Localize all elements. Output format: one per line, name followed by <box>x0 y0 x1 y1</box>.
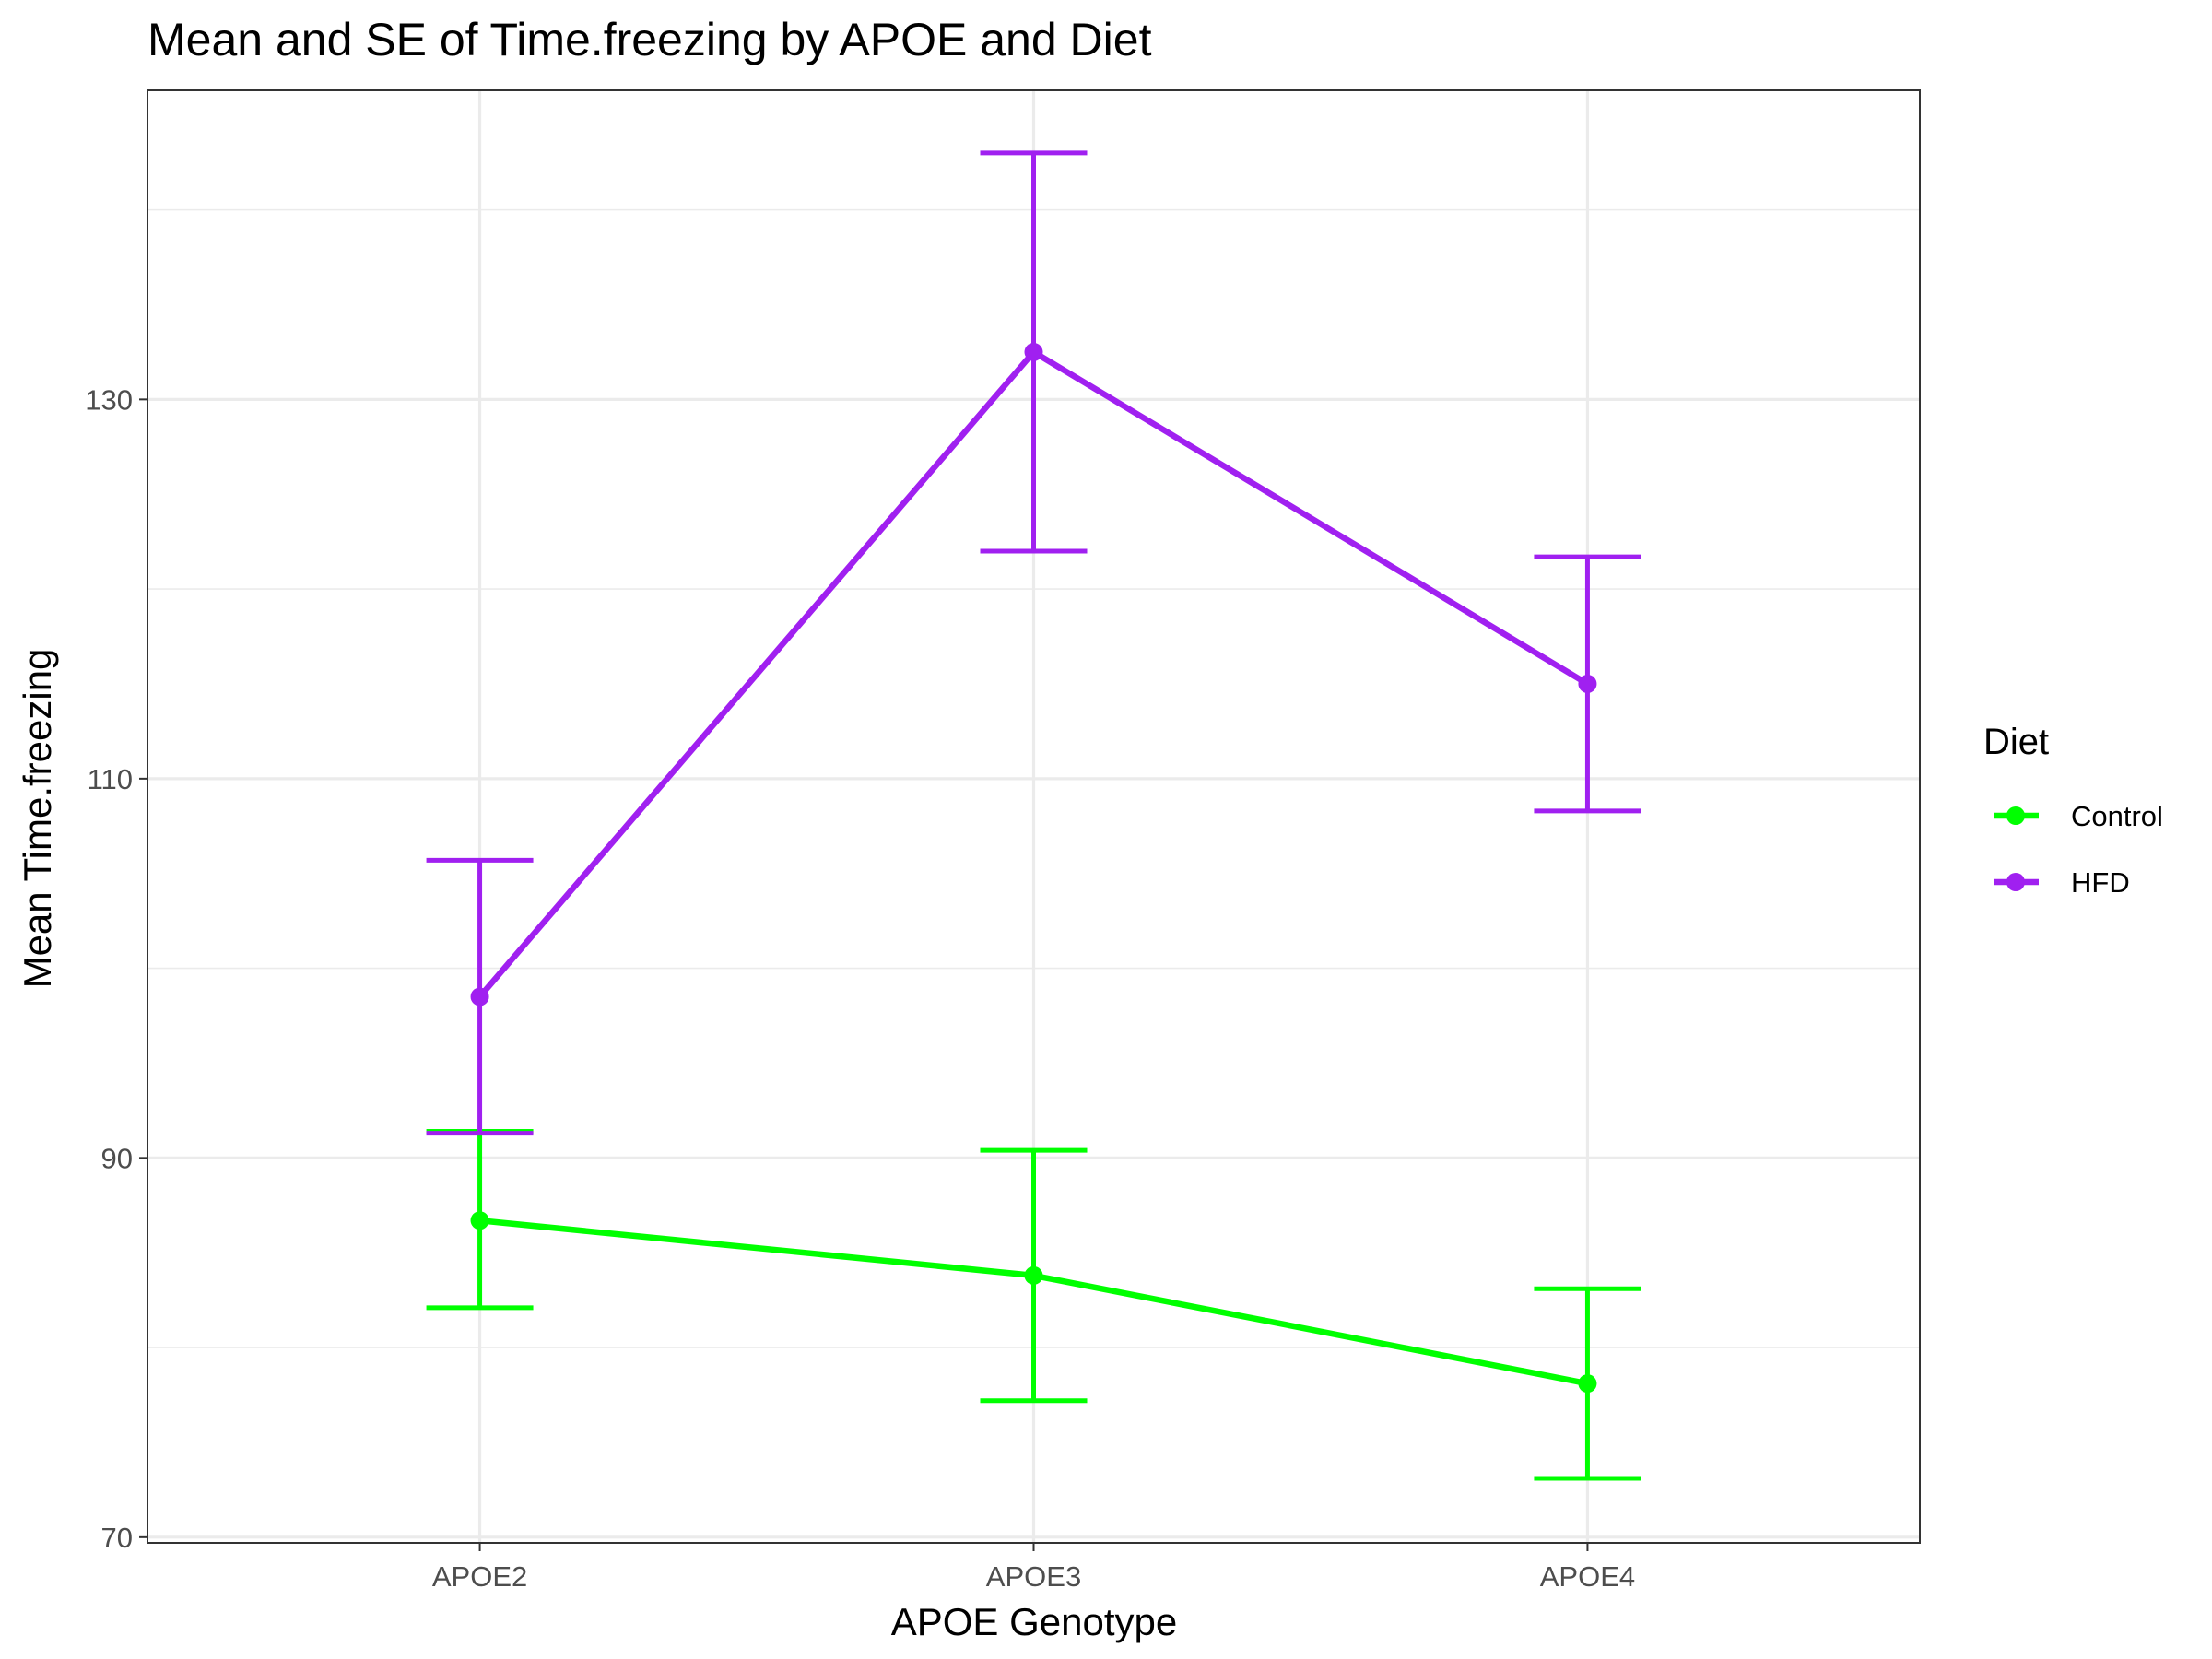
legend-key-point <box>2006 806 2025 825</box>
data-point <box>1578 674 1597 693</box>
legend: Diet Control HFD <box>1983 722 2163 899</box>
data-point <box>1578 1374 1597 1394</box>
x-tick-label: APOE4 <box>1540 1560 1635 1593</box>
data-point <box>1024 1265 1043 1285</box>
x-axis-title: APOE Genotype <box>891 1600 1178 1643</box>
y-axis-title: Mean Time.freezing <box>16 649 59 989</box>
series-hfd <box>426 150 1641 1136</box>
legend-entry-hfd: HFD <box>1994 866 2130 899</box>
y-tick-label: 130 <box>85 383 133 416</box>
data-point <box>470 987 489 1006</box>
x-tick-label: APOE3 <box>986 1560 1081 1593</box>
legend-label: HFD <box>2071 866 2130 899</box>
x-axis: APOE2 APOE3 APOE4 <box>432 1543 1635 1593</box>
data-point <box>470 1211 489 1230</box>
y-tick-label: 110 <box>88 763 133 795</box>
y-axis: 70 90 110 130 <box>85 383 147 1554</box>
y-tick-label: 90 <box>101 1142 133 1174</box>
series-layer <box>426 150 1641 1481</box>
y-tick-label: 70 <box>101 1522 133 1554</box>
data-point <box>1024 342 1043 361</box>
legend-entry-control: Control <box>1994 800 2163 832</box>
legend-label: Control <box>2071 800 2163 832</box>
legend-key-point <box>2006 873 2025 891</box>
legend-title: Diet <box>1983 722 2049 762</box>
chart-title: Mean and SE of Time.freezing by APOE and… <box>147 14 1152 65</box>
x-tick-label: APOE2 <box>432 1560 527 1593</box>
